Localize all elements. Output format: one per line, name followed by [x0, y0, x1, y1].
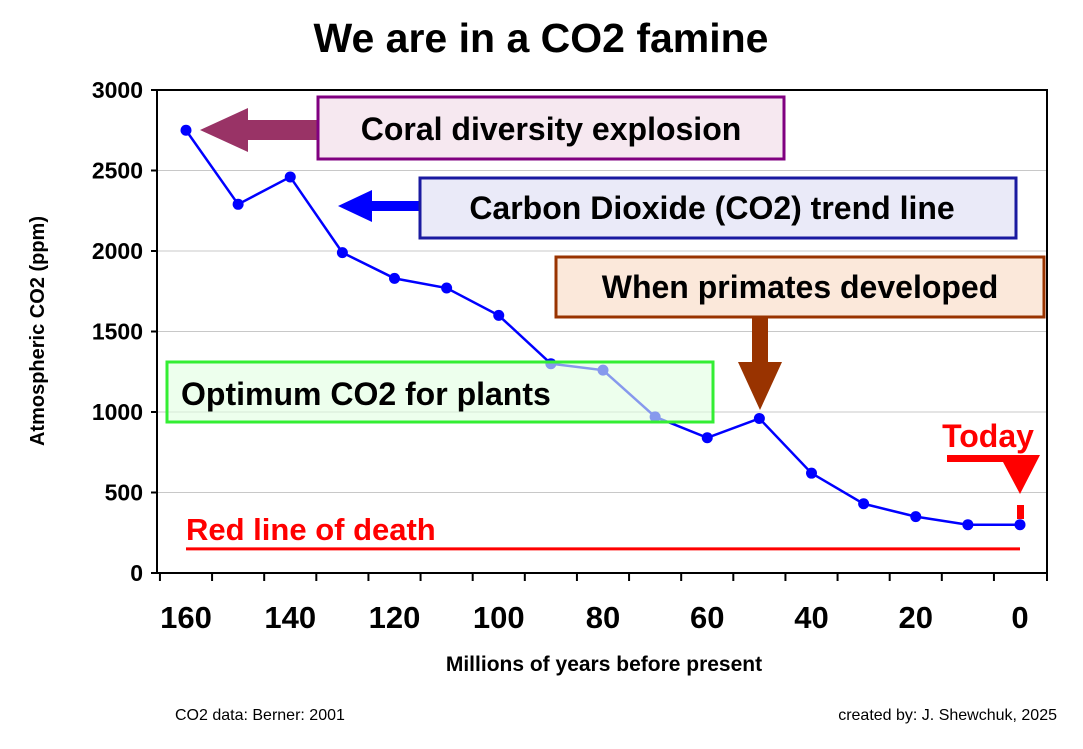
x-tick-label: 60: [690, 600, 724, 635]
data-point: [232, 198, 244, 210]
today-arrow-icon: [947, 455, 1040, 494]
data-source: CO2 data: Berner: 2001: [175, 707, 345, 724]
y-tick-label: 3000: [92, 77, 143, 103]
data-point: [858, 498, 870, 510]
y-tick-label: 2500: [92, 158, 143, 184]
data-point: [701, 432, 713, 444]
chart-title: We are in a CO2 famine: [314, 15, 769, 61]
trend-arrow-icon: [338, 190, 420, 222]
trend-annotation-text: Carbon Dioxide (CO2) trend line: [469, 190, 954, 226]
data-point: [336, 247, 348, 259]
coral-annotation-box: [316, 95, 786, 161]
data-point: [910, 511, 922, 523]
x-axis-label: Millions of years before present: [446, 653, 762, 676]
data-point: [1014, 519, 1026, 531]
primates-annotation-box: [554, 255, 1046, 319]
primates-arrow-icon: [738, 317, 782, 410]
today-marker: [1017, 505, 1024, 519]
optimum-annotation-box: [165, 360, 715, 424]
x-tick-label: 160: [160, 600, 212, 635]
data-point: [753, 412, 765, 424]
y-tick-label: 2000: [92, 238, 143, 264]
y-tick-label: 1500: [92, 319, 143, 345]
x-tick-label: 80: [586, 600, 620, 635]
y-axis-label: Atmospheric CO2 (ppm): [27, 216, 49, 446]
data-point: [284, 171, 296, 183]
data-point: [806, 467, 817, 479]
data-point: [962, 519, 974, 531]
red-line-label: Red line of death: [186, 512, 436, 547]
x-tick-label: 100: [473, 600, 525, 635]
y-tick-label: 500: [105, 480, 143, 506]
x-tick-label: 0: [1011, 600, 1028, 635]
coral-annotation-text: Coral diversity explosion: [361, 111, 742, 147]
y-tick-label: 1000: [92, 399, 143, 425]
data-point: [389, 272, 400, 284]
data-point: [493, 309, 505, 321]
x-tick-label: 40: [794, 600, 828, 635]
data-point: [441, 282, 453, 294]
coral-arrow-icon: [200, 108, 318, 152]
x-tick-label: 140: [264, 600, 316, 635]
primates-annotation-text: When primates developed: [602, 269, 999, 305]
y-tick-label: 0: [130, 560, 143, 586]
credit: created by: J. Shewchuk, 2025: [838, 707, 1057, 724]
x-tick-label: 20: [899, 600, 933, 635]
data-point: [180, 124, 192, 136]
today-label: Today: [942, 418, 1034, 454]
trend-annotation-box: [418, 176, 1018, 240]
x-tick-label: 120: [369, 600, 421, 635]
optimum-annotation-text: Optimum CO2 for plants: [181, 376, 551, 412]
